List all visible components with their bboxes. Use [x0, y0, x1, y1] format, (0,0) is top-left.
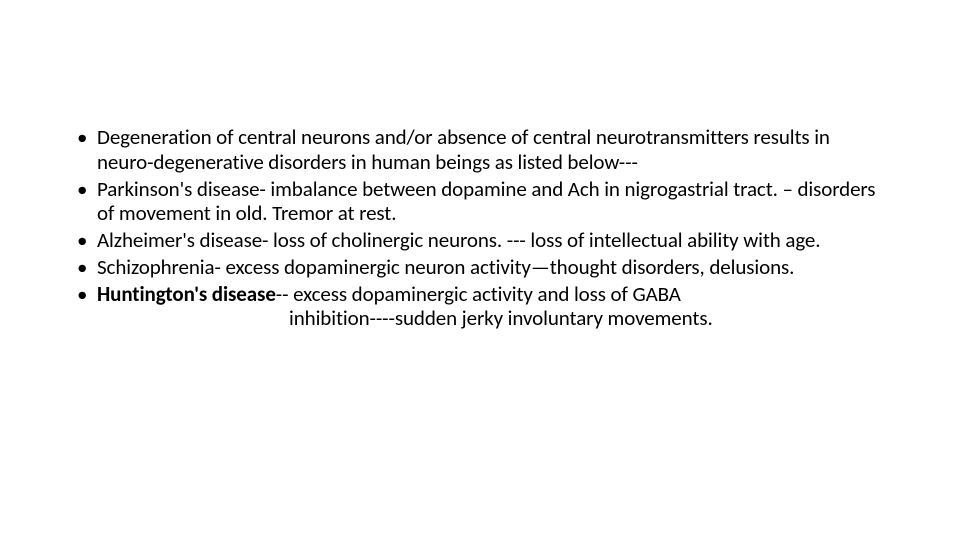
list-item: Huntington's disease-- excess dopaminerg… [75, 282, 885, 332]
list-item: Alzheimer's disease- loss of cholinergic… [75, 228, 885, 253]
bullet-text-line2: inhibition----sudden jerky involuntary m… [97, 306, 885, 331]
bullet-list: Degeneration of central neurons and/or a… [75, 125, 885, 331]
slide: Degeneration of central neurons and/or a… [0, 0, 960, 540]
bullet-text: Schizophrenia- excess dopaminergic neuro… [97, 254, 794, 280]
bullet-bold-prefix: Huntington's disease [97, 281, 276, 307]
bullet-text: -- excess dopaminergic activity and loss… [276, 281, 681, 307]
list-item: Schizophrenia- excess dopaminergic neuro… [75, 255, 885, 280]
bullet-text: Degeneration of central neurons and/or a… [97, 124, 830, 175]
bullet-text: Alzheimer's disease- loss of cholinergic… [97, 227, 820, 253]
bullet-text: Parkinson's disease- imbalance between d… [97, 176, 875, 227]
list-item: Parkinson's disease- imbalance between d… [75, 177, 885, 227]
list-item: Degeneration of central neurons and/or a… [75, 125, 885, 175]
